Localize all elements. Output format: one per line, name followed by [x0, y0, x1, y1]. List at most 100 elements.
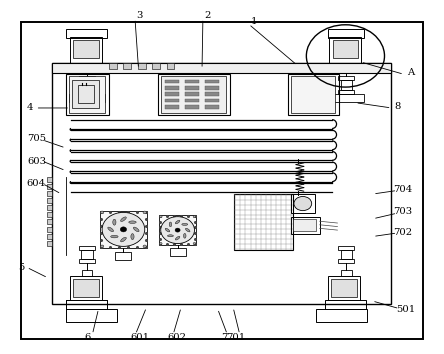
Bar — [329, 37, 361, 63]
Bar — [165, 105, 179, 109]
Ellipse shape — [165, 228, 170, 232]
Text: 703: 703 — [393, 207, 413, 216]
Text: 701: 701 — [226, 332, 246, 342]
Text: 6: 6 — [84, 332, 91, 342]
Bar — [338, 246, 354, 250]
Ellipse shape — [129, 221, 136, 223]
Text: 501: 501 — [396, 305, 416, 314]
Bar — [70, 276, 102, 300]
Bar — [291, 217, 320, 234]
Bar — [341, 63, 352, 68]
Bar — [73, 40, 99, 58]
Bar — [69, 76, 105, 113]
Bar — [341, 250, 352, 259]
Bar — [47, 241, 52, 246]
Bar — [185, 105, 199, 109]
Bar — [115, 252, 131, 260]
Bar — [81, 250, 93, 259]
Bar — [328, 94, 364, 102]
Bar — [288, 74, 339, 115]
Bar — [291, 76, 335, 113]
Bar — [205, 80, 219, 83]
Bar — [205, 86, 219, 90]
Bar — [66, 29, 107, 38]
Bar — [72, 80, 99, 108]
Bar — [52, 63, 391, 304]
Text: A: A — [407, 68, 414, 77]
Bar — [47, 184, 52, 189]
Text: 702: 702 — [393, 228, 413, 238]
Ellipse shape — [121, 217, 126, 222]
Text: 705: 705 — [27, 134, 46, 143]
Ellipse shape — [175, 236, 180, 240]
Bar — [70, 37, 102, 63]
Text: 7: 7 — [221, 332, 227, 342]
Bar — [79, 259, 95, 263]
Circle shape — [159, 242, 162, 245]
Bar — [52, 63, 391, 73]
Text: 4: 4 — [27, 103, 33, 113]
Bar — [79, 76, 95, 80]
Text: 704: 704 — [393, 185, 413, 194]
Bar — [81, 80, 93, 90]
Ellipse shape — [169, 222, 172, 227]
Bar — [69, 94, 105, 102]
Ellipse shape — [175, 220, 180, 224]
Text: 603: 603 — [27, 156, 46, 166]
Ellipse shape — [183, 233, 186, 238]
Text: 8: 8 — [394, 102, 400, 111]
Bar — [82, 270, 92, 276]
Bar — [73, 279, 99, 297]
Bar — [338, 259, 354, 263]
Bar — [109, 63, 117, 69]
Circle shape — [143, 211, 147, 214]
Bar — [47, 177, 52, 182]
Bar — [331, 279, 357, 297]
Circle shape — [159, 216, 162, 218]
Bar — [47, 227, 52, 232]
Bar — [341, 270, 352, 276]
Text: 604: 604 — [27, 179, 46, 188]
Text: 5: 5 — [18, 263, 24, 272]
Bar — [123, 63, 131, 69]
Bar — [47, 198, 52, 203]
Bar — [205, 99, 219, 102]
Bar — [185, 92, 199, 96]
Text: 601: 601 — [130, 332, 150, 342]
Bar — [47, 212, 52, 217]
Bar — [66, 309, 117, 322]
Bar — [152, 63, 160, 69]
Bar — [82, 63, 92, 68]
Bar — [291, 194, 315, 213]
Bar — [79, 90, 95, 94]
Ellipse shape — [167, 235, 174, 237]
Bar — [47, 205, 52, 210]
Bar — [47, 234, 52, 239]
Bar — [338, 90, 354, 94]
Bar — [66, 300, 107, 309]
Text: 2: 2 — [205, 11, 211, 21]
Bar — [47, 191, 52, 196]
Circle shape — [102, 212, 145, 246]
Bar — [21, 22, 423, 339]
Bar — [328, 29, 364, 38]
Ellipse shape — [182, 223, 188, 225]
Circle shape — [193, 216, 196, 218]
Ellipse shape — [121, 237, 126, 242]
Bar — [79, 246, 95, 250]
Bar — [316, 309, 367, 322]
Ellipse shape — [113, 219, 116, 225]
Bar — [205, 92, 219, 96]
Bar — [185, 80, 199, 83]
Text: 3: 3 — [137, 11, 143, 21]
Circle shape — [294, 196, 312, 211]
Text: 1: 1 — [251, 17, 257, 27]
Bar — [333, 40, 358, 58]
Bar — [165, 92, 179, 96]
Bar — [138, 63, 146, 69]
Ellipse shape — [111, 235, 118, 238]
Bar — [341, 80, 352, 90]
Bar — [325, 300, 366, 309]
Circle shape — [100, 211, 104, 214]
Ellipse shape — [186, 228, 190, 232]
